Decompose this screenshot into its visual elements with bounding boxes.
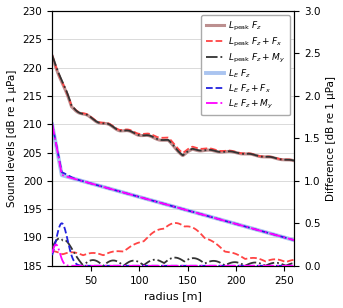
Y-axis label: Sound levels [dB re 1 μPa]: Sound levels [dB re 1 μPa] — [7, 70, 17, 207]
Legend: $L_\mathrm{peak}$ $F_z$, $L_\mathrm{peak}$ $F_z + F_x$, $L_\mathrm{peak}$ $F_z +: $L_\mathrm{peak}$ $F_z$, $L_\mathrm{peak… — [201, 15, 289, 116]
X-axis label: radius [m]: radius [m] — [144, 291, 202, 301]
Y-axis label: Difference [dB re 1 μPa]: Difference [dB re 1 μPa] — [326, 76, 336, 201]
